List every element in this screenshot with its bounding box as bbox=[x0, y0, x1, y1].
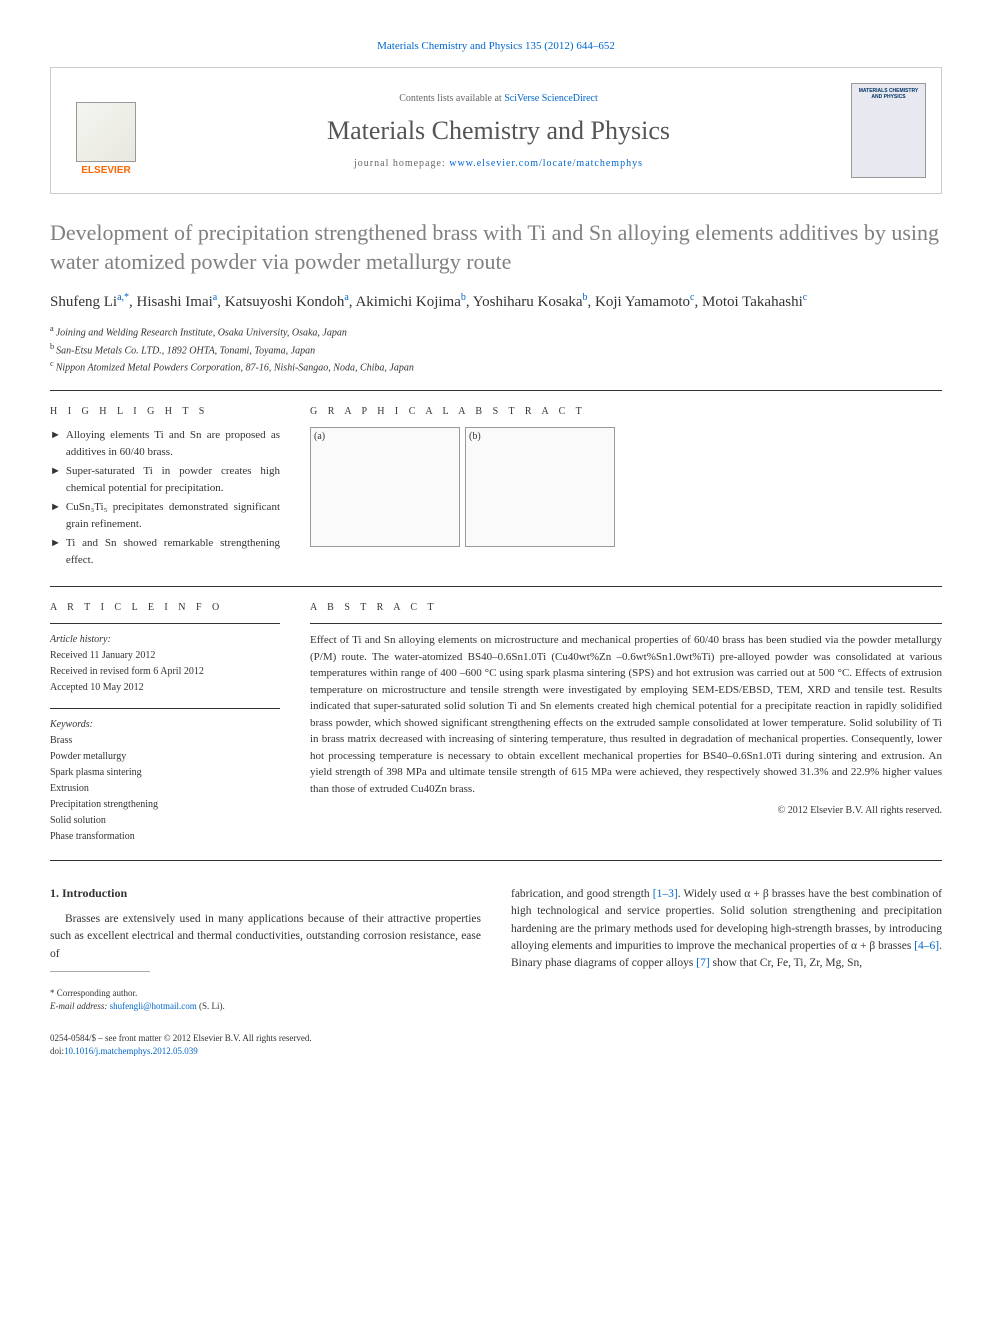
revised-date: Received in revised form 6 April 2012 bbox=[50, 664, 280, 680]
graphical-abstract: (a) (b) bbox=[310, 427, 942, 547]
affiliations: aJoining and Welding Research Institute,… bbox=[50, 323, 942, 375]
journal-title: Materials Chemistry and Physics bbox=[146, 116, 851, 146]
abstract-heading: A B S T R A C T bbox=[310, 602, 942, 613]
journal-reference: Materials Chemistry and Physics 135 (201… bbox=[50, 40, 942, 52]
publisher-name: ELSEVIER bbox=[81, 165, 130, 176]
footnote: * Corresponding author. E-mail address: … bbox=[50, 987, 481, 1012]
email-link[interactable]: shufengli@hotmail.com bbox=[110, 1001, 197, 1011]
keywords: Keywords: BrassPowder metallurgySpark pl… bbox=[50, 717, 280, 845]
elsevier-tree-icon bbox=[76, 102, 136, 162]
corresponding-author: * Corresponding author. bbox=[50, 987, 481, 1000]
abstract-text: Effect of Ti and Sn alloying elements on… bbox=[310, 632, 942, 797]
copyright: © 2012 Elsevier B.V. All rights reserved… bbox=[310, 805, 942, 816]
ga-label-a: (a) bbox=[314, 431, 325, 442]
doi-label: doi: bbox=[50, 1046, 64, 1056]
publisher-logo[interactable]: ELSEVIER bbox=[66, 86, 146, 176]
ga-label-b: (b) bbox=[469, 431, 481, 442]
intro-col2-p4: show that Cr, Fe, Ti, Zr, Mg, Sn, bbox=[710, 957, 862, 969]
scidirect-link[interactable]: SciVerse ScienceDirect bbox=[504, 93, 598, 104]
article-info-heading: A R T I C L E I N F O bbox=[50, 602, 280, 613]
contents-available: Contents lists available at SciVerse Sci… bbox=[146, 93, 851, 104]
email-suffix: (S. Li). bbox=[197, 1001, 225, 1011]
authors-list: Shufeng Lia,*, Hisashi Imaia, Katsuyoshi… bbox=[50, 291, 942, 313]
email-label: E-mail address: bbox=[50, 1001, 110, 1011]
article-info: Article history: Received 11 January 201… bbox=[50, 632, 280, 696]
cover-title: MATERIALS CHEMISTRY AND PHYSICS bbox=[856, 88, 921, 100]
ga-panel-b: (b) bbox=[465, 427, 615, 547]
intro-text-col2: fabrication, and good strength [1–3]. Wi… bbox=[511, 886, 942, 972]
ref-link-3[interactable]: [7] bbox=[696, 957, 709, 969]
ref-link-2[interactable]: [4–6] bbox=[914, 940, 939, 952]
homepage-link[interactable]: www.elsevier.com/locate/matchemphys bbox=[449, 158, 643, 169]
accepted-date: Accepted 10 May 2012 bbox=[50, 680, 280, 696]
doi-link[interactable]: 10.1016/j.matchemphys.2012.05.039 bbox=[64, 1046, 198, 1056]
intro-col2-p1: fabrication, and good strength bbox=[511, 888, 653, 900]
keywords-label: Keywords: bbox=[50, 717, 280, 733]
history-label: Article history: bbox=[50, 632, 280, 648]
journal-cover-thumbnail[interactable]: MATERIALS CHEMISTRY AND PHYSICS bbox=[851, 83, 926, 178]
ref-link-1[interactable]: [1–3] bbox=[653, 888, 678, 900]
contents-prefix: Contents lists available at bbox=[399, 93, 504, 104]
homepage-line: journal homepage: www.elsevier.com/locat… bbox=[146, 158, 851, 169]
ga-panel-a: (a) bbox=[310, 427, 460, 547]
intro-heading: 1. Introduction bbox=[50, 886, 481, 901]
highlights-heading: H I G H L I G H T S bbox=[50, 406, 280, 417]
intro-text-col1: Brasses are extensively used in many app… bbox=[50, 911, 481, 963]
footer-line1: 0254-0584/$ – see front matter © 2012 El… bbox=[50, 1032, 942, 1045]
highlights-list: Alloying elements Ti and Sn are proposed… bbox=[50, 427, 280, 568]
graphical-abstract-heading: G R A P H I C A L A B S T R A C T bbox=[310, 406, 942, 417]
homepage-prefix: journal homepage: bbox=[354, 158, 449, 169]
footer: 0254-0584/$ – see front matter © 2012 El… bbox=[50, 1032, 942, 1057]
article-title: Development of precipitation strengthene… bbox=[50, 219, 942, 276]
received-date: Received 11 January 2012 bbox=[50, 648, 280, 664]
header-box: ELSEVIER Contents lists available at Sci… bbox=[50, 67, 942, 194]
